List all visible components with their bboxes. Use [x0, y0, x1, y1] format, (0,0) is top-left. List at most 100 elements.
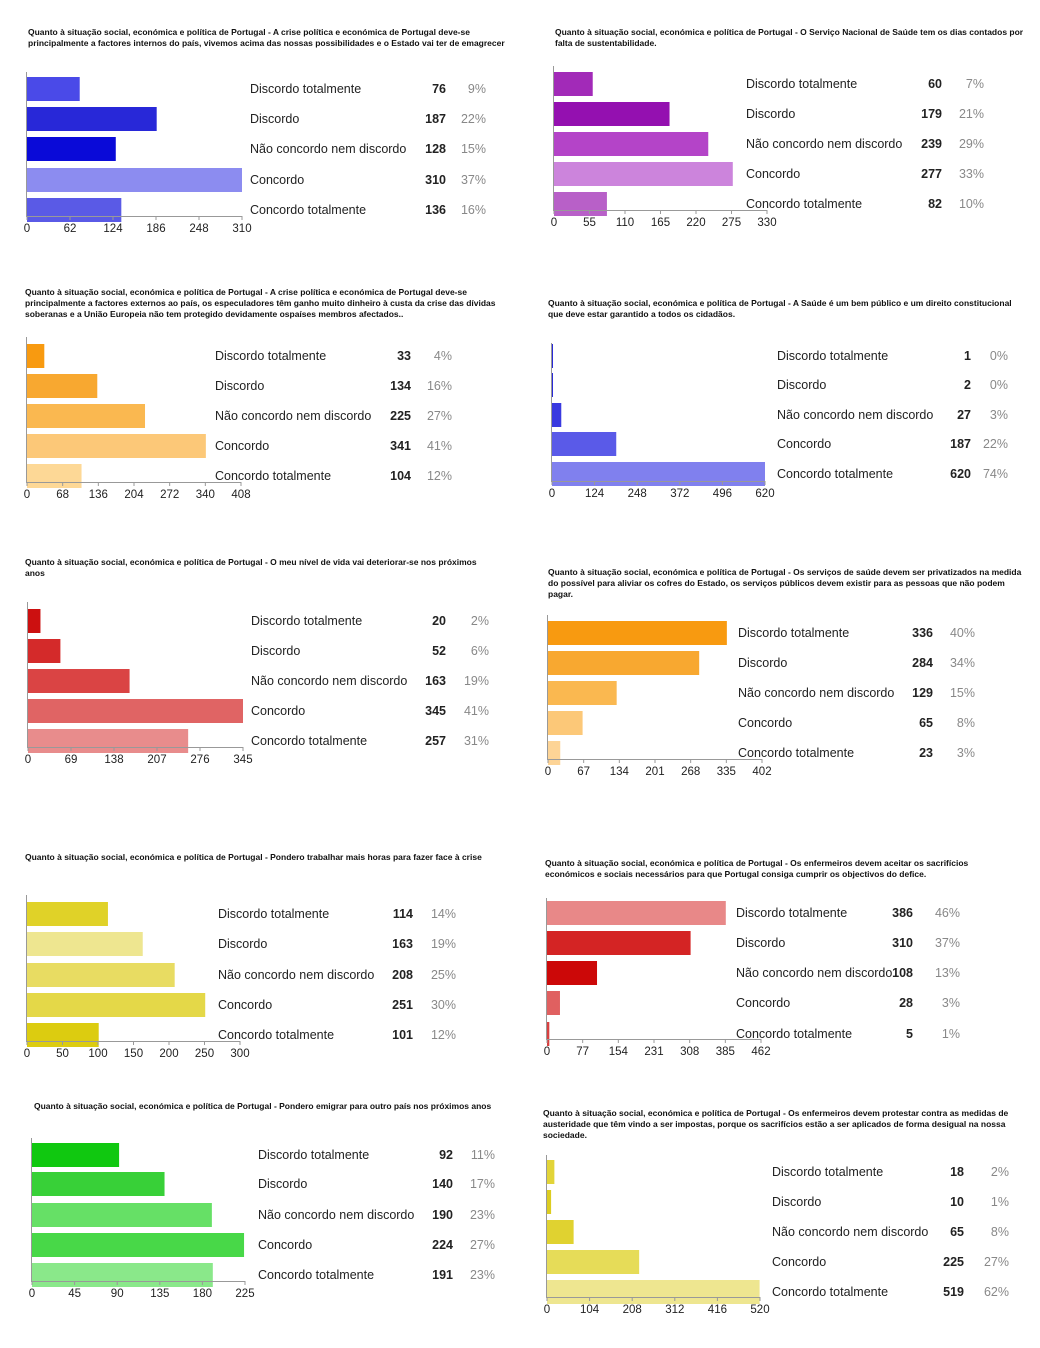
bar [547, 901, 726, 925]
count-label: 52 [432, 644, 446, 658]
percent-label: 74% [983, 467, 1008, 481]
category-label: Concordo [746, 167, 800, 181]
percent-label: 2% [991, 1165, 1009, 1179]
percent-label: 31% [464, 734, 489, 748]
category-label: Discordo totalmente [746, 77, 857, 91]
x-tick-label: 408 [231, 489, 250, 501]
category-label: Concordo totalmente [250, 203, 366, 217]
bar [28, 729, 189, 753]
category-label: Concordo [258, 1238, 312, 1252]
bar [552, 462, 765, 486]
count-label: 225 [943, 1255, 964, 1269]
x-tick-label: 250 [195, 1048, 214, 1060]
count-label: 1 [964, 349, 971, 363]
category-label: Discordo [772, 1195, 821, 1209]
count-label: 114 [393, 907, 413, 921]
bar [27, 932, 143, 956]
category-label: Não concordo nem discordo [250, 142, 406, 156]
percent-label: 23% [470, 1268, 495, 1282]
count-label: 134 [390, 379, 411, 393]
bar-chart: Discordo totalmente 114 14% Discordo 163 19% N… [24, 895, 456, 1060]
chart-title: Quanto à situação social, económica e po… [545, 858, 969, 879]
count-label: 65 [950, 1225, 964, 1239]
category-label: Discordo [218, 937, 267, 951]
category-label: Não concordo nem discordo [772, 1225, 928, 1239]
category-label: Discordo [215, 379, 264, 393]
bar [547, 1280, 760, 1304]
bar [32, 1172, 165, 1196]
category-label: Não concordo nem discordo [777, 408, 933, 422]
category-label: Concordo [250, 173, 304, 187]
bar [552, 403, 562, 427]
x-tick-label: 276 [190, 754, 209, 766]
bar-chart: Discordo totalmente 76 9% Discordo 187 22% Não… [24, 72, 486, 235]
count-label: 136 [425, 203, 446, 217]
x-tick-label: 207 [147, 754, 166, 766]
bar [27, 404, 146, 428]
bar [548, 681, 617, 705]
bar [554, 162, 733, 186]
category-label: Discordo totalmente [738, 626, 849, 640]
x-tick-label: 248 [628, 488, 647, 500]
x-tick-label: 345 [233, 754, 252, 766]
bar-chart: Discordo totalmente 336 40% Discordo 284 34% N… [545, 615, 975, 778]
count-label: 179 [921, 107, 942, 121]
category-label: Concordo totalmente [746, 197, 862, 211]
x-tick-label: 68 [56, 489, 69, 501]
x-tick-label: 312 [665, 1304, 684, 1316]
x-tick-label: 0 [29, 1288, 35, 1300]
count-label: 187 [950, 437, 971, 451]
x-tick-label: 100 [88, 1048, 107, 1060]
category-label: Discordo [777, 378, 826, 392]
bar [27, 993, 206, 1017]
x-tick-label: 220 [686, 217, 705, 229]
chart-title: Quanto à situação social, económica e po… [34, 1101, 492, 1111]
category-label: Não concordo nem discordo [258, 1208, 414, 1222]
count-label: 129 [912, 686, 933, 700]
x-tick-label: 50 [56, 1048, 69, 1060]
percent-label: 12% [427, 469, 452, 483]
percent-label: 19% [431, 937, 456, 951]
x-tick-label: 402 [752, 766, 771, 778]
bar [27, 107, 157, 131]
category-label: Concordo totalmente [251, 734, 367, 748]
bar [27, 198, 122, 222]
count-label: 76 [432, 82, 446, 96]
bar [28, 639, 61, 663]
category-label: Não concordo nem discordo [218, 968, 374, 982]
count-label: 257 [425, 734, 446, 748]
percent-label: 46% [935, 906, 960, 920]
count-label: 33 [397, 349, 411, 363]
x-tick-label: 77 [576, 1046, 589, 1058]
bar [554, 72, 593, 96]
category-label: Discordo totalmente [258, 1148, 369, 1162]
percent-label: 25% [431, 968, 456, 982]
count-label: 20 [432, 614, 446, 628]
x-tick-label: 372 [670, 488, 689, 500]
x-tick-label: 0 [24, 1048, 30, 1060]
count-label: 10 [950, 1195, 964, 1209]
count-label: 251 [392, 998, 413, 1012]
x-tick-label: 310 [232, 223, 251, 235]
count-label: 284 [912, 656, 933, 670]
bar [27, 902, 108, 926]
count-label: 310 [425, 173, 446, 187]
bar [27, 374, 98, 398]
percent-label: 14% [431, 907, 456, 921]
percent-label: 0% [990, 378, 1008, 392]
percent-label: 16% [427, 379, 452, 393]
count-label: 191 [432, 1268, 453, 1282]
percent-label: 27% [984, 1255, 1009, 1269]
x-tick-label: 416 [708, 1304, 727, 1316]
count-label: 108 [892, 966, 913, 980]
percent-label: 37% [935, 936, 960, 950]
x-tick-label: 0 [24, 223, 30, 235]
category-label: Discordo [738, 656, 787, 670]
x-tick-label: 272 [160, 489, 179, 501]
percent-label: 22% [461, 112, 486, 126]
count-label: 104 [390, 469, 411, 483]
category-label: Concordo [215, 439, 269, 453]
x-tick-label: 150 [124, 1048, 143, 1060]
x-tick-label: 200 [159, 1048, 178, 1060]
category-label: Discordo [251, 644, 300, 658]
